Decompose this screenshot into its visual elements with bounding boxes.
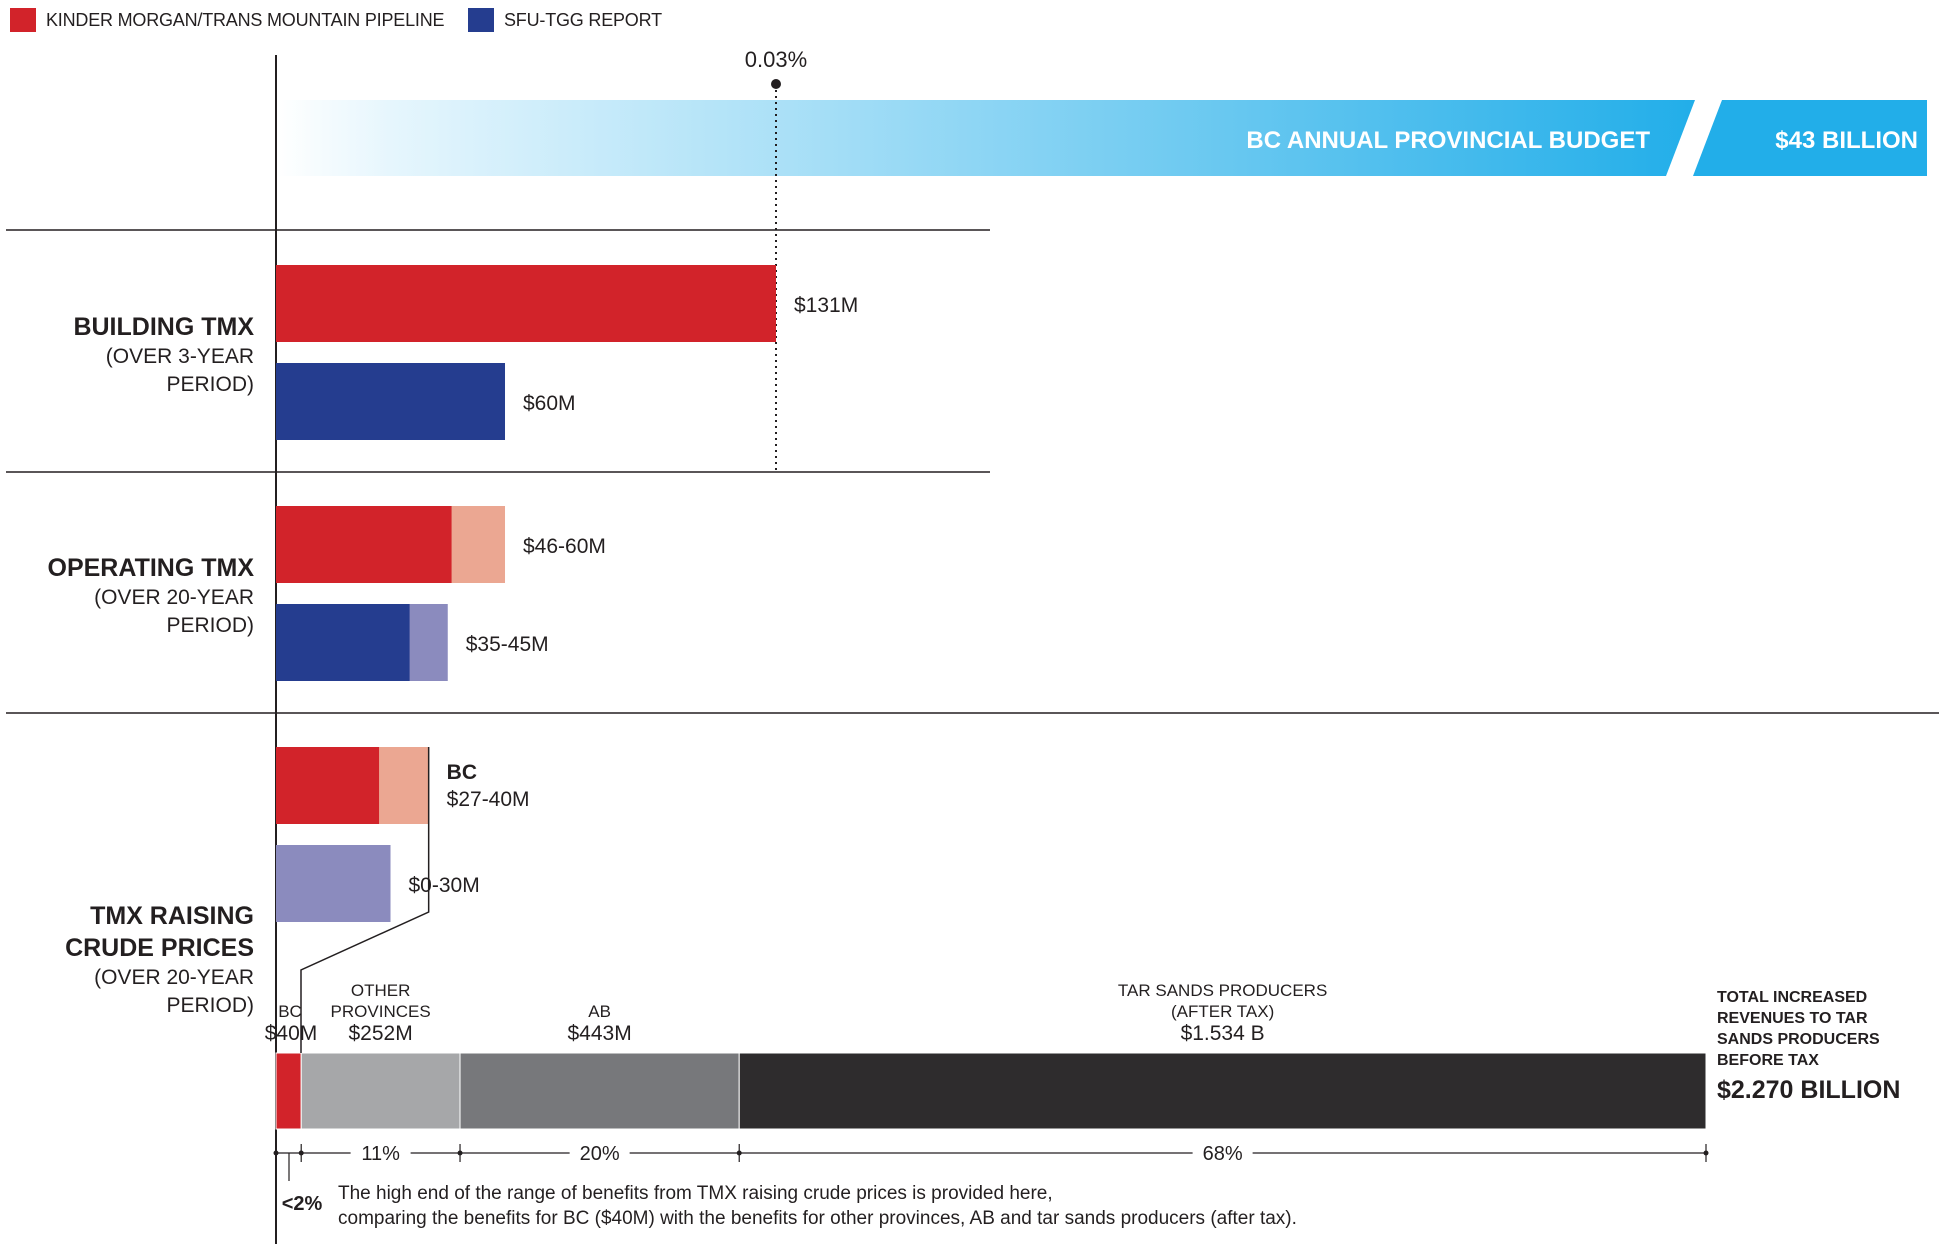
group-subtitle: PERIOD) <box>166 994 254 1017</box>
stack-total-label: SANDS PRODUCERS <box>1717 1031 1880 1048</box>
stack-segment-label: (AFTER TAX) <box>1171 1002 1274 1021</box>
stack-segment-amount: $252M <box>349 1022 413 1045</box>
marker-label: 0.03% <box>745 47 807 72</box>
legend-item-km: KINDER MORGAN/TRANS MOUNTAIN PIPELINE <box>10 6 445 34</box>
group-title: TMX RAISING <box>90 902 254 930</box>
stack-percent-label: 11% <box>361 1143 400 1165</box>
bar-low <box>276 747 380 824</box>
connector-line <box>300 747 430 1053</box>
percent-tick-dot <box>273 1150 279 1156</box>
stack-segment <box>459 1052 740 1130</box>
stack-segment-label: TAR SANDS PRODUCERS <box>1118 981 1327 1000</box>
stack-segment <box>275 1052 302 1130</box>
bar-low <box>276 506 452 583</box>
percent-tick-dot <box>298 1150 304 1156</box>
group-subtitle: (OVER 3-YEAR <box>106 345 254 368</box>
stack-segment-amount: $40M <box>265 1022 318 1045</box>
budget-total-bar <box>1693 100 1927 176</box>
bar-value-label: $35-45M <box>466 633 549 656</box>
stack-segment <box>300 1052 461 1130</box>
group-subtitle: PERIOD) <box>166 614 254 637</box>
group-title: BUILDING TMX <box>73 313 254 341</box>
stack-percent-label: <2% <box>282 1193 323 1215</box>
stack-total-value: $2.270 BILLION <box>1717 1076 1900 1104</box>
bar-low <box>276 363 506 440</box>
marker-dot <box>771 79 781 89</box>
stack-segment-amount: $443M <box>568 1022 632 1045</box>
legend-label-km: KINDER MORGAN/TRANS MOUNTAIN PIPELINE <box>46 9 445 30</box>
percent-tick-dot <box>457 1150 463 1156</box>
stack-segment-label: PROVINCES <box>331 1002 431 1021</box>
stack-total-label: TOTAL INCREASED <box>1717 989 1867 1006</box>
budget-value-label: $43 BILLION <box>1775 127 1918 154</box>
stack-segment-label: BC <box>278 1002 302 1021</box>
stack-segment-amount: $1.534 B <box>1181 1022 1265 1045</box>
budget-bar <box>276 100 1695 176</box>
group-title: CRUDE PRICES <box>65 934 254 962</box>
group-title: OPERATING TMX <box>48 554 255 582</box>
legend-item-sfu: SFU-TGG REPORT <box>468 6 662 34</box>
percent-tick-dot <box>1703 1150 1709 1156</box>
legend-swatch-sfu <box>468 8 494 32</box>
legend-label-sfu: SFU-TGG REPORT <box>504 9 662 30</box>
group-subtitle: PERIOD) <box>166 373 254 396</box>
percent-label-bg <box>569 1139 630 1167</box>
bar-low <box>276 265 776 342</box>
budget-title: BC ANNUAL PROVINCIAL BUDGET <box>1246 127 1650 154</box>
percent-label-bg <box>1192 1139 1253 1167</box>
stack-segment <box>738 1052 1707 1130</box>
bar-value-label: $60M <box>523 392 576 415</box>
bar-value-label: $46-60M <box>523 535 606 558</box>
stack-total-label: REVENUES TO TAR <box>1717 1010 1868 1027</box>
footnote-line: comparing the benefits for BC ($40M) wit… <box>338 1208 1297 1229</box>
percent-tick-dot <box>736 1150 742 1156</box>
stack-percent-label: 20% <box>580 1143 620 1165</box>
bar-value-label: $0-30M <box>409 874 480 897</box>
footnote-line: The high end of the range of benefits fr… <box>338 1183 1053 1204</box>
legend-swatch-km <box>10 8 36 32</box>
bar-label-title: BC <box>447 761 477 784</box>
group-subtitle: (OVER 20-YEAR <box>94 966 254 989</box>
bar-value-label: $131M <box>794 294 858 317</box>
bar-range <box>276 845 391 922</box>
percent-label-bg <box>350 1139 411 1167</box>
bar-value-label: $27-40M <box>447 788 530 811</box>
stack-segment-label: OTHER <box>351 981 411 1000</box>
stack-total-label: BEFORE TAX <box>1717 1052 1819 1069</box>
group-subtitle: (OVER 20-YEAR <box>94 586 254 609</box>
stack-percent-label: 68% <box>1203 1143 1243 1165</box>
stack-segment-label: AB <box>588 1002 611 1021</box>
bar-low <box>276 604 410 681</box>
